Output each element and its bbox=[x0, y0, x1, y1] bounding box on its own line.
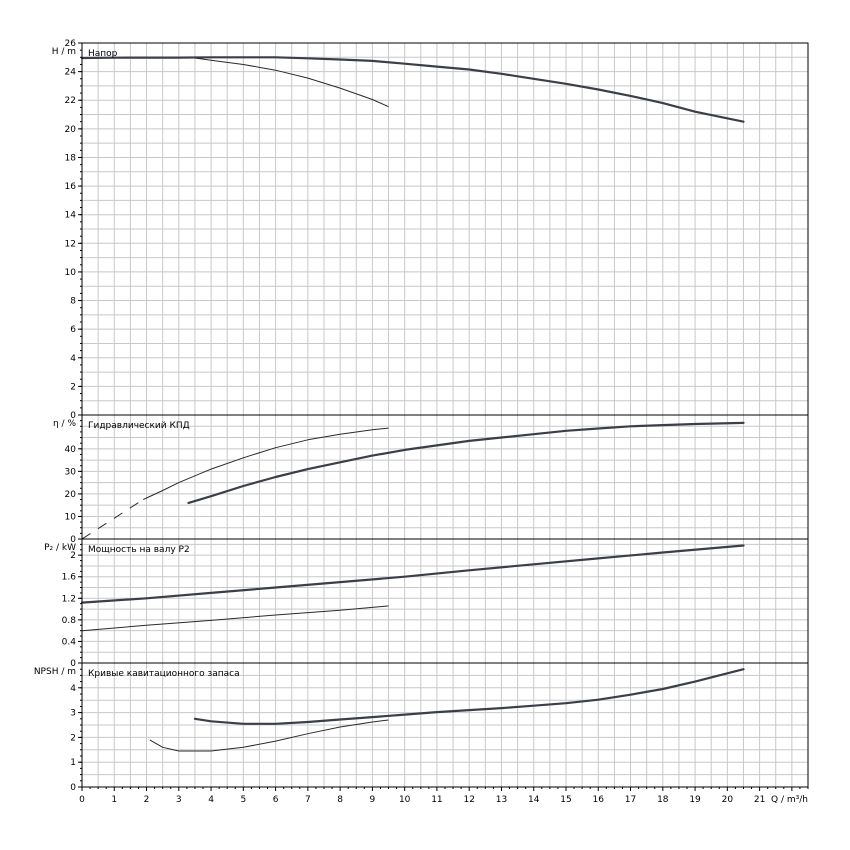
power-series-thick-line bbox=[80, 544, 745, 604]
x-tick-label: 20 bbox=[722, 795, 734, 805]
x-tick-label: 16 bbox=[593, 795, 605, 805]
efficiency-y-tick-label: 40 bbox=[65, 445, 77, 455]
head-y-tick-label: 8 bbox=[70, 297, 76, 307]
x-tick-label: 11 bbox=[431, 795, 442, 805]
power-series-thin-line bbox=[81, 605, 389, 632]
head-y-axis-label: H / m bbox=[52, 47, 76, 57]
x-tick-label: 12 bbox=[463, 795, 474, 805]
head-y-tick-label: 16 bbox=[65, 182, 77, 192]
head-series-thin-line bbox=[194, 57, 389, 108]
power-y-tick-label: 0.8 bbox=[62, 616, 77, 626]
head-y-tick-label: 10 bbox=[65, 268, 77, 278]
frames bbox=[78, 42, 809, 791]
npsh-y-axis-label: NPSH / m bbox=[34, 667, 76, 677]
npsh-panel-title: Кривые кавитационного запаса bbox=[88, 669, 240, 679]
head-y-tick-label: 0 bbox=[70, 411, 76, 421]
head-y-tick-label: 18 bbox=[65, 153, 77, 163]
npsh-y-tick-label: 4 bbox=[70, 684, 76, 694]
x-tick-label: 19 bbox=[689, 795, 701, 805]
x-tick-label: 13 bbox=[496, 795, 507, 805]
head-y-tick-label: 24 bbox=[65, 68, 77, 78]
head-y-tick-label: 6 bbox=[70, 325, 76, 335]
x-tick-label: 7 bbox=[305, 795, 311, 805]
efficiency-series-dashed-line bbox=[81, 499, 144, 540]
x-tick-label: 21 bbox=[754, 795, 765, 805]
x-tick-label: 5 bbox=[240, 795, 246, 805]
efficiency-y-tick-label: 10 bbox=[65, 512, 77, 522]
x-tick-label: 0 bbox=[79, 795, 85, 805]
head-y-tick-label: 2 bbox=[70, 382, 76, 392]
power-y-tick-label: 0.4 bbox=[62, 637, 77, 647]
power-y-tick-label: 1.2 bbox=[62, 594, 76, 604]
head-panel-title: Напор bbox=[88, 49, 118, 59]
x-tick-label: 15 bbox=[560, 795, 571, 805]
x-tick-label: 3 bbox=[176, 795, 182, 805]
x-tick-label: 10 bbox=[399, 795, 411, 805]
efficiency-series-thick-line bbox=[187, 421, 745, 504]
power-y-axis-label: P₂ / kW bbox=[44, 543, 76, 553]
npsh-y-tick-label: 3 bbox=[70, 709, 76, 719]
efficiency-y-tick-label: 20 bbox=[65, 490, 77, 500]
head-y-tick-label: 26 bbox=[65, 39, 77, 49]
x-tick-label: 6 bbox=[273, 795, 279, 805]
head-y-tick-label: 12 bbox=[65, 239, 76, 249]
head-y-tick-label: 22 bbox=[65, 96, 76, 106]
x-tick-label: 14 bbox=[528, 795, 540, 805]
efficiency-panel-title: Гидравлический КПД bbox=[88, 421, 190, 431]
power-y-tick-label: 0 bbox=[70, 659, 76, 669]
curves bbox=[80, 56, 745, 752]
x-tick-label: 4 bbox=[208, 795, 214, 805]
x-tick-label: 8 bbox=[337, 795, 343, 805]
efficiency-y-tick-label: 0 bbox=[70, 535, 76, 545]
npsh-series-thick-line bbox=[193, 668, 745, 725]
x-tick-label: 9 bbox=[370, 795, 376, 805]
npsh-y-tick-label: 0 bbox=[70, 783, 76, 793]
x-tick-label: 17 bbox=[625, 795, 636, 805]
power-y-tick-label: 1.6 bbox=[62, 573, 77, 583]
head-y-tick-label: 20 bbox=[65, 125, 77, 135]
power-y-tick-label: 2 bbox=[70, 551, 76, 561]
npsh-series-thin-line bbox=[149, 719, 389, 752]
x-tick-label: 18 bbox=[657, 795, 669, 805]
power-panel-frame bbox=[81, 538, 809, 664]
head-y-tick-label: 4 bbox=[70, 354, 76, 364]
efficiency-series-thin-line bbox=[143, 427, 389, 500]
efficiency-y-tick-label: 30 bbox=[65, 467, 77, 477]
power-panel-title: Мощность на валу P2 bbox=[88, 545, 190, 555]
x-axis-label: Q / m³/h bbox=[771, 795, 808, 805]
head-y-tick-label: 14 bbox=[65, 211, 77, 221]
npsh-y-tick-label: 2 bbox=[70, 733, 76, 743]
head-series-thick-line bbox=[80, 56, 745, 123]
x-tick-label: 2 bbox=[144, 795, 150, 805]
npsh-y-tick-label: 1 bbox=[70, 758, 76, 768]
x-tick-label: 1 bbox=[111, 795, 117, 805]
efficiency-panel-frame bbox=[81, 414, 809, 540]
efficiency-y-axis-label: η / % bbox=[53, 419, 76, 429]
